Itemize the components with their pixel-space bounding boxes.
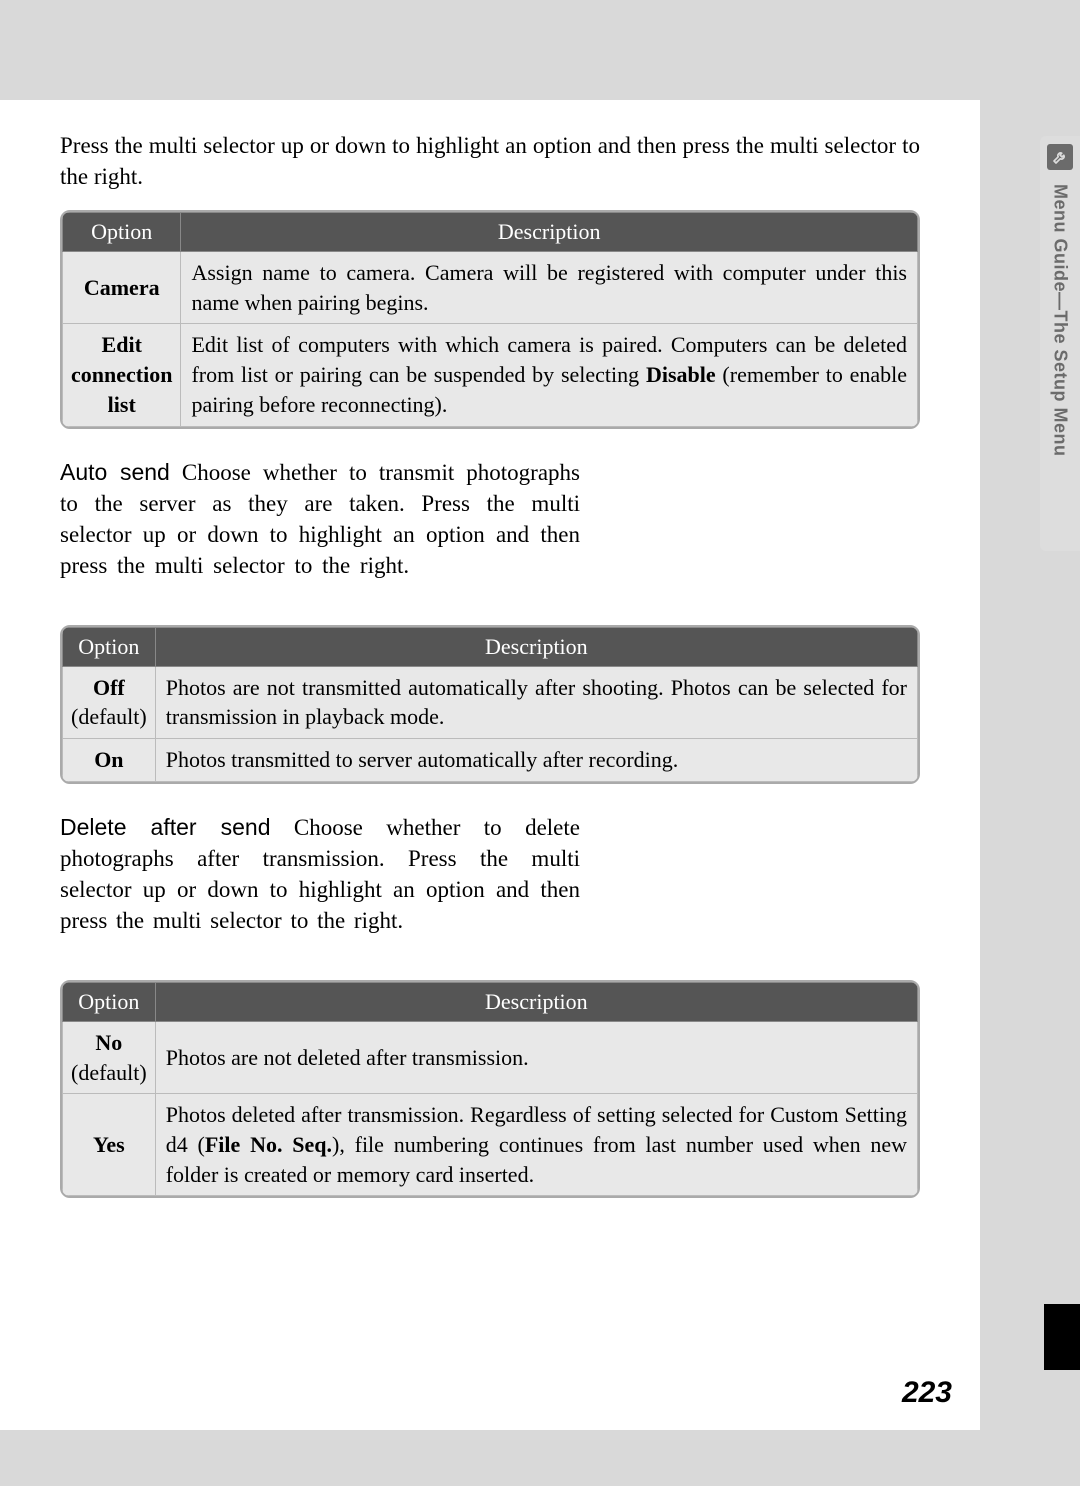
table-row: Camera Assign name to camera. Camera wil… xyxy=(63,252,918,324)
thumb-index-marker xyxy=(1044,1304,1080,1370)
description-cell: Edit list of computers with which camera… xyxy=(181,324,918,426)
option-cell-edit-connection-list: Edit connection list xyxy=(63,324,181,426)
table-row: Yes Photos deleted after transmission. R… xyxy=(63,1094,918,1196)
table-row: Off (default) Photos are not transmitted… xyxy=(63,666,918,738)
option-cell-yes: Yes xyxy=(63,1094,156,1196)
sidebar: Menu Guide—The Setup Menu xyxy=(1032,100,1080,1430)
description-cell: Photos transmitted to server automatical… xyxy=(155,739,917,782)
option-cell-no: No (default) xyxy=(63,1021,156,1093)
col-header-option: Option xyxy=(63,627,156,666)
intro-paragraph: Press the multi selector up or down to h… xyxy=(60,130,920,192)
col-header-description: Description xyxy=(181,213,918,252)
table-row: On Photos transmitted to server automati… xyxy=(63,739,918,782)
col-header-option: Option xyxy=(63,982,156,1021)
col-header-description: Description xyxy=(155,627,917,666)
sidebar-tab: Menu Guide—The Setup Menu xyxy=(1040,136,1080,551)
option-cell-camera: Camera xyxy=(63,252,181,324)
options-table-1: Option Description Camera Assign name to… xyxy=(60,210,920,428)
option-cell-on: On xyxy=(63,739,156,782)
table-header-row: Option Description xyxy=(63,213,918,252)
description-cell: Photos are not deleted after transmissio… xyxy=(155,1021,917,1093)
col-header-description: Description xyxy=(155,982,917,1021)
description-cell: Photos deleted after transmission. Regar… xyxy=(155,1094,917,1196)
auto-send-paragraph: Auto send Choose whether to transmit pho… xyxy=(60,457,580,581)
table-row: No (default) Photos are not deleted afte… xyxy=(63,1021,918,1093)
options-table-3: Option Description No (default) Photos a… xyxy=(60,980,920,1198)
delete-after-send-paragraph: Delete after send Choose whether to dele… xyxy=(60,812,580,936)
description-cell: Photos are not transmitted automatically… xyxy=(155,666,917,738)
page-number: 223 xyxy=(902,1376,952,1410)
col-header-option: Option xyxy=(63,213,181,252)
option-cell-off: Off (default) xyxy=(63,666,156,738)
table-header-row: Option Description xyxy=(63,627,918,666)
description-cell: Assign name to camera. Camera will be re… xyxy=(181,252,918,324)
table-header-row: Option Description xyxy=(63,982,918,1021)
manual-page: Press the multi selector up or down to h… xyxy=(0,100,980,1430)
sidebar-section-title: Menu Guide—The Setup Menu xyxy=(1050,184,1071,457)
wrench-icon xyxy=(1047,144,1073,170)
options-table-2: Option Description Off (default) Photos … xyxy=(60,625,920,784)
table-row: Edit connection list Edit list of comput… xyxy=(63,324,918,426)
